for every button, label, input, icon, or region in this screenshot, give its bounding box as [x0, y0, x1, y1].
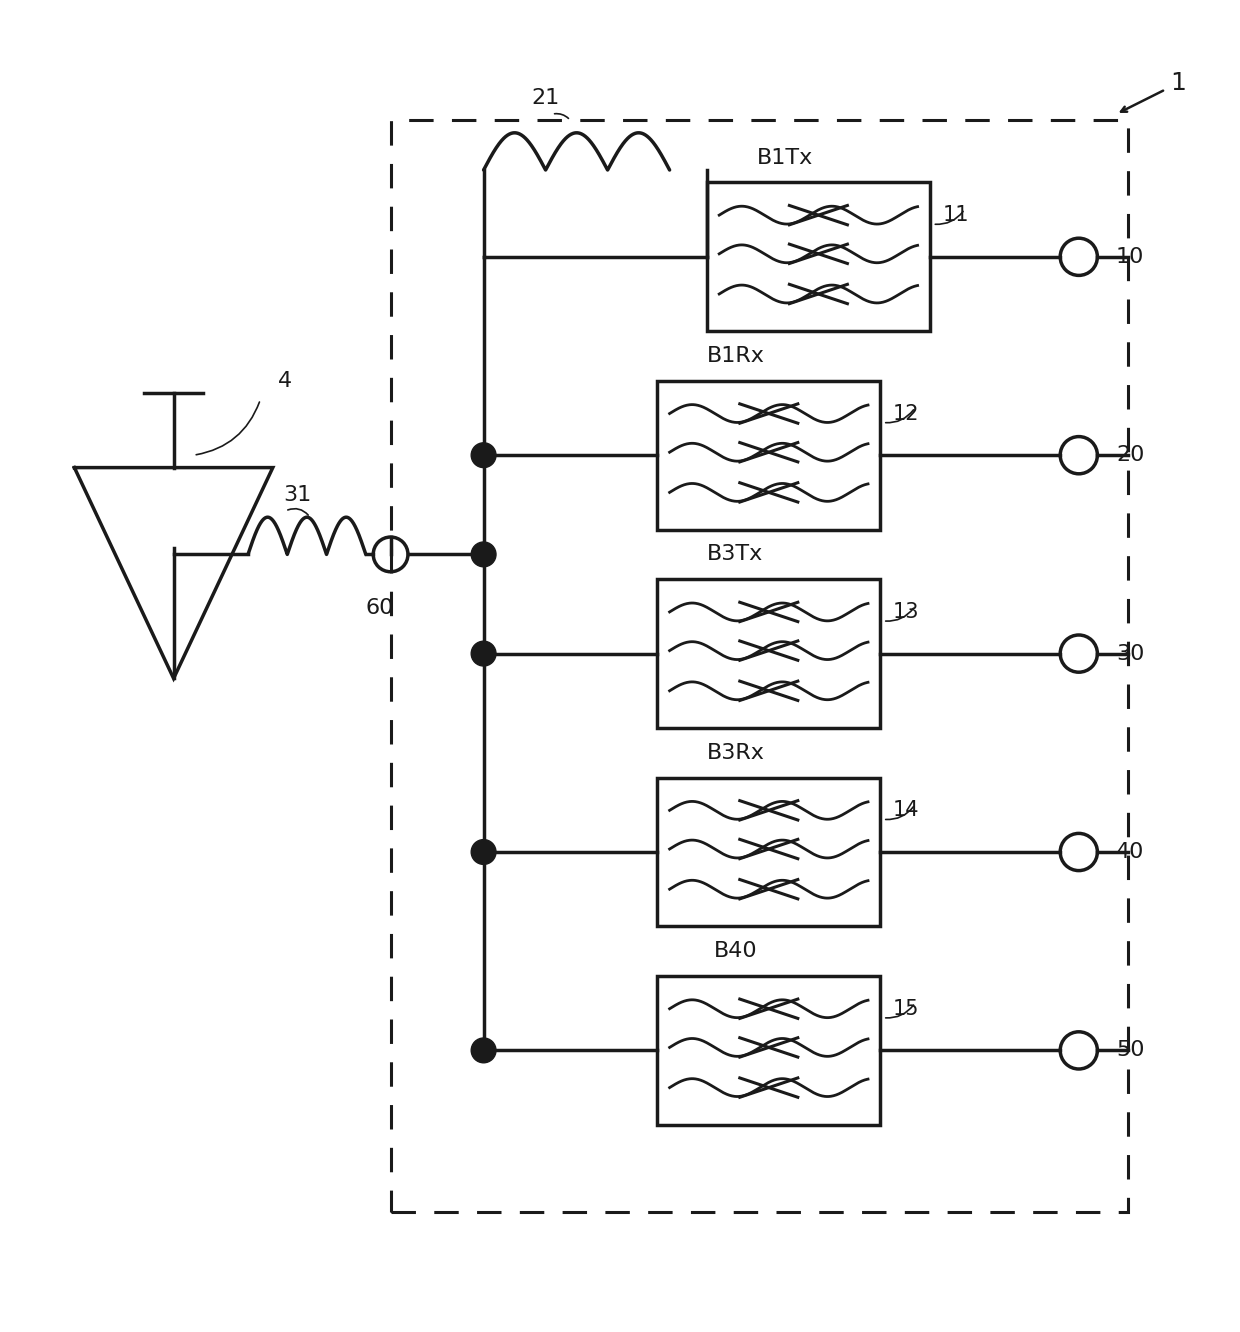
Text: 11: 11	[942, 205, 968, 225]
Circle shape	[471, 442, 496, 468]
FancyBboxPatch shape	[657, 381, 880, 530]
Text: 30: 30	[1116, 643, 1145, 663]
Text: B3Tx: B3Tx	[707, 545, 764, 565]
Text: 12: 12	[893, 404, 919, 424]
Circle shape	[471, 641, 496, 666]
Text: 14: 14	[893, 801, 919, 821]
Text: 21: 21	[532, 88, 559, 108]
Text: 31: 31	[284, 485, 311, 505]
Text: 50: 50	[1116, 1040, 1145, 1060]
FancyBboxPatch shape	[657, 778, 880, 926]
Text: 15: 15	[893, 999, 919, 1019]
Circle shape	[471, 839, 496, 864]
Circle shape	[471, 542, 496, 567]
Text: 1: 1	[1171, 71, 1185, 95]
Text: B40: B40	[713, 942, 758, 962]
FancyBboxPatch shape	[657, 976, 880, 1124]
Circle shape	[471, 1038, 496, 1063]
Text: B1Rx: B1Rx	[707, 346, 764, 366]
FancyBboxPatch shape	[657, 579, 880, 729]
Text: 10: 10	[1116, 246, 1145, 266]
Text: 4: 4	[278, 370, 293, 390]
Text: B1Tx: B1Tx	[756, 148, 813, 168]
FancyBboxPatch shape	[707, 182, 930, 332]
Text: 40: 40	[1116, 842, 1145, 862]
Text: 13: 13	[893, 602, 919, 622]
Text: B3Rx: B3Rx	[707, 743, 764, 763]
Text: 60: 60	[366, 598, 394, 618]
Text: 20: 20	[1116, 445, 1145, 465]
